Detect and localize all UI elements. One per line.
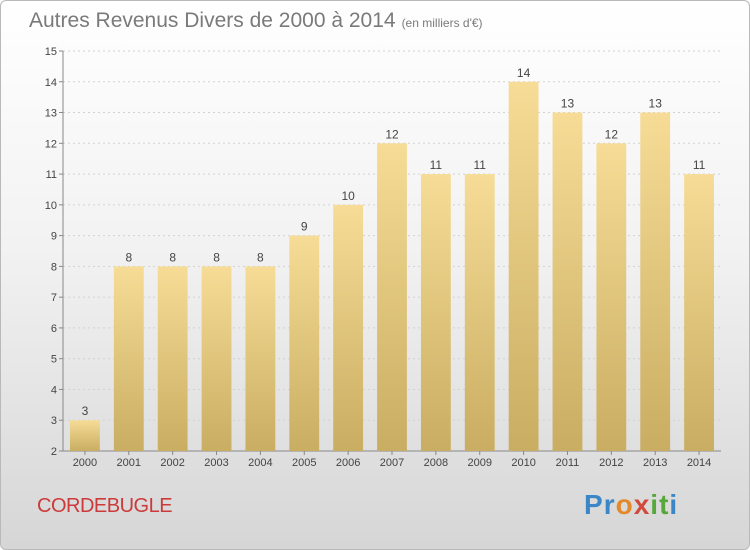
bar [201, 266, 232, 451]
y-tick-label: 5 [51, 354, 57, 366]
bar [596, 143, 627, 452]
bar [464, 174, 495, 452]
y-tick-label: 14 [45, 77, 57, 89]
y-tick-label: 12 [45, 138, 57, 150]
chart-title-text: Autres Revenus Divers de 2000 à 2014 [29, 9, 396, 32]
bar [684, 174, 714, 452]
y-tick-label: 10 [45, 200, 57, 212]
x-tick-label: 2011 [556, 457, 580, 469]
bar [420, 174, 451, 452]
bar [245, 266, 276, 451]
bar-value-label: 13 [561, 97, 575, 111]
bar-value-label: 3 [82, 404, 89, 418]
bar [70, 420, 100, 451]
x-tick-label: 2009 [467, 457, 491, 469]
x-tick-label: 2004 [248, 457, 272, 469]
chart-title: Autres Revenus Divers de 2000 à 2014 (en … [29, 9, 483, 33]
x-tick-label: 2000 [73, 457, 97, 469]
bar-value-label: 8 [257, 250, 264, 264]
bar-value-label: 12 [605, 127, 619, 141]
x-tick-label: 2007 [380, 457, 404, 469]
x-tick-label: 2008 [424, 457, 448, 469]
y-tick-label: 9 [51, 231, 57, 243]
x-tick-label: 2013 [643, 457, 667, 469]
y-tick-label: 7 [51, 292, 57, 304]
y-tick-label: 15 [45, 46, 57, 58]
bar [552, 112, 583, 452]
bar [113, 266, 144, 451]
bar-value-label: 11 [430, 158, 443, 172]
bar [640, 112, 671, 452]
bar [508, 81, 539, 452]
x-tick-label: 2002 [160, 457, 184, 469]
bar-value-label: 14 [517, 66, 531, 80]
y-tick-label: 4 [51, 384, 57, 396]
bar [289, 235, 320, 451]
bar-value-label: 8 [213, 250, 220, 264]
commune-name: CORDEBUGLE [37, 495, 173, 517]
proxiti-logo: Proxiti [584, 489, 679, 520]
y-tick-label: 3 [51, 415, 57, 427]
bar-value-label: 9 [301, 220, 308, 234]
x-tick-label: 2012 [599, 457, 623, 469]
x-tick-label: 2006 [336, 457, 360, 469]
x-tick-label: 2014 [687, 457, 711, 469]
x-tick-label: 2003 [204, 457, 228, 469]
bar-value-label: 10 [341, 189, 355, 203]
y-tick-label: 6 [51, 323, 57, 335]
bar-value-label: 11 [473, 158, 486, 172]
x-tick-label: 2010 [511, 457, 535, 469]
y-tick-label: 8 [51, 261, 57, 273]
chart-unit: (en milliers d'€) [401, 16, 483, 30]
bar [157, 266, 188, 451]
x-tick-label: 2005 [292, 457, 316, 469]
bar-value-label: 11 [693, 158, 706, 172]
bar-value-label: 12 [385, 127, 399, 141]
bar [333, 204, 364, 451]
y-tick-label: 13 [45, 108, 57, 120]
bar-value-label: 8 [169, 250, 176, 264]
bar [377, 143, 407, 452]
y-tick-label: 2 [51, 446, 57, 458]
x-tick-label: 2001 [117, 457, 141, 469]
bar-value-label: 8 [125, 250, 132, 264]
y-tick-label: 11 [46, 169, 57, 181]
bar-value-label: 13 [649, 97, 663, 111]
